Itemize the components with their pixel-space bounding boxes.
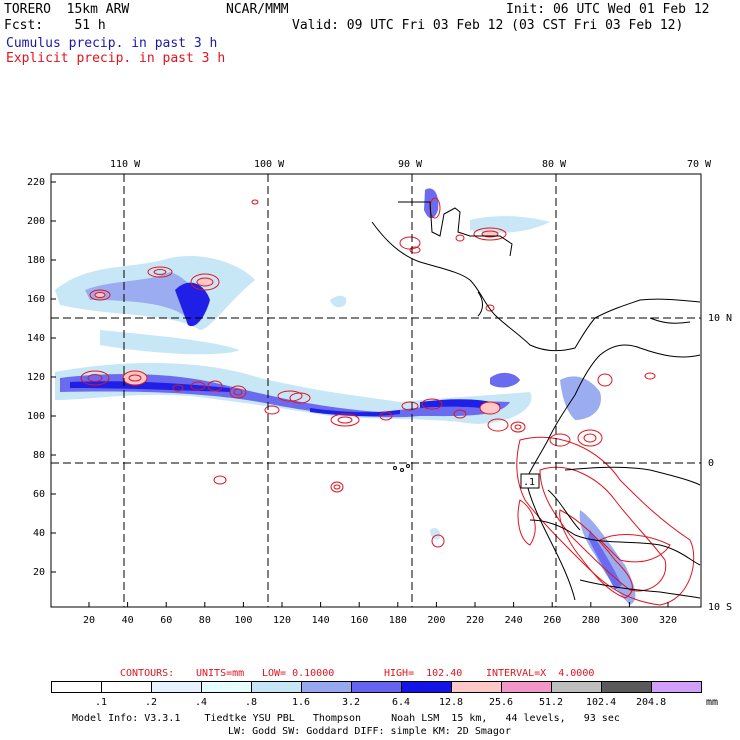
colorbar-label: 25.6 [489, 697, 514, 708]
contour-label: CONTOURS: [120, 668, 175, 679]
legend-explicit: Explicit precip. in past 3 h [6, 51, 226, 66]
bottom-tick-label: 40 [121, 615, 134, 626]
footer-model-info: Model Info: V3.3.1 Tiedtke YSU PBL Thomp… [72, 713, 620, 724]
lon-label-110w: 110 W [110, 159, 141, 170]
bottom-tick-label: 60 [160, 615, 173, 626]
left-tick-label: 160 [27, 294, 46, 305]
colorbar-label: 1.6 [292, 697, 311, 708]
init-time: Init: 06 UTC Wed 01 Feb 12 [506, 2, 710, 17]
left-tick-label: 200 [27, 216, 46, 227]
contour-interval: INTERVAL=X 4.0000 [486, 668, 595, 679]
left-tick-label: 60 [33, 489, 46, 500]
lon-label-100w: 100 W [254, 159, 285, 170]
lat-lon-grid [51, 174, 701, 607]
colorbar-label: 102.4 [586, 697, 617, 708]
bottom-tick-label: 80 [198, 615, 211, 626]
colorbar-swatch [351, 681, 402, 693]
bottom-tick-label: 140 [311, 615, 330, 626]
coastlines [371, 201, 701, 601]
colorbar-label: 51.2 [539, 697, 564, 708]
cumulus-precip-areas [55, 188, 636, 605]
footer-physics: LW: Godd SW: Goddard DIFF: simple KM: 2D… [228, 726, 511, 737]
colorbar-swatch [401, 681, 452, 693]
valid-time: Valid: 09 UTC Fri 03 Feb 12 (03 CST Fri … [292, 18, 684, 33]
legend-cumulus: Cumulus precip. in past 3 h [6, 36, 218, 51]
bottom-tick-label: 280 [581, 615, 600, 626]
contour-high: HIGH= 102.40 [384, 668, 463, 679]
bottom-tick-label: 120 [273, 615, 292, 626]
colorbar-label: 12.8 [439, 697, 464, 708]
colorbar-swatch [451, 681, 502, 693]
contour-units: UNITS=mm [196, 668, 245, 679]
colorbar-unit: mm [706, 697, 719, 708]
bottom-tick-label: 260 [543, 615, 562, 626]
colorbar-swatch [251, 681, 302, 693]
colorbar-swatch [301, 681, 352, 693]
colorbar-swatch [201, 681, 252, 693]
left-tick-label: 100 [27, 411, 46, 422]
colorbar-swatch [101, 681, 152, 693]
colorbar-swatch [151, 681, 202, 693]
bottom-tick-label: 300 [620, 615, 639, 626]
left-tick-label: 120 [27, 372, 46, 383]
left-tick-label: 140 [27, 333, 46, 344]
colorbar-label: 204.8 [636, 697, 667, 708]
bottom-tick-label: 200 [427, 615, 446, 626]
colorbar-label: .8 [245, 697, 258, 708]
contour-low: LOW= 0.10000 [262, 668, 335, 679]
left-tick-label: 20 [33, 567, 46, 578]
map-frame [50, 173, 702, 608]
colorbar-swatch [501, 681, 552, 693]
bottom-tick-label: 320 [659, 615, 678, 626]
colorbar-label: 6.4 [392, 697, 411, 708]
left-tick-label: 220 [27, 177, 46, 188]
forecast-hour: Fcst: 51 h [4, 18, 106, 33]
lat-label-10s: 10 S [708, 602, 733, 613]
colorbar-swatch [601, 681, 652, 693]
colorbar-label: .2 [145, 697, 158, 708]
colorbar-swatch [551, 681, 602, 693]
explicit-precip-contours [80, 197, 695, 606]
axis-ticks [51, 181, 669, 607]
organization: NCAR/MMM [226, 2, 289, 17]
left-tick-label: 80 [33, 450, 46, 461]
lat-label-0: 0 [708, 458, 715, 469]
lon-label-70w: 70 W [687, 159, 712, 170]
colorbar-label: 3.2 [342, 697, 361, 708]
bottom-tick-label: 180 [388, 615, 407, 626]
bottom-tick-label: 100 [234, 615, 253, 626]
colorbar-label: .1 [95, 697, 108, 708]
bottom-tick-label: 20 [83, 615, 96, 626]
lon-label-80w: 80 W [542, 159, 567, 170]
bottom-tick-label: 220 [466, 615, 485, 626]
region-box [520, 473, 540, 489]
colorbar-swatch [651, 681, 702, 693]
left-tick-label: 180 [27, 255, 46, 266]
left-tick-label: 40 [33, 528, 46, 539]
lat-label-10n: 10 N [708, 313, 733, 324]
bottom-tick-label: 160 [350, 615, 369, 626]
bottom-tick-label: 240 [504, 615, 523, 626]
lon-label-90w: 90 W [398, 159, 423, 170]
model-name: TORERO 15km ARW [4, 2, 130, 17]
colorbar-swatch [51, 681, 102, 693]
region-box-label: .1 [523, 477, 536, 488]
colorbar-label: .4 [195, 697, 208, 708]
